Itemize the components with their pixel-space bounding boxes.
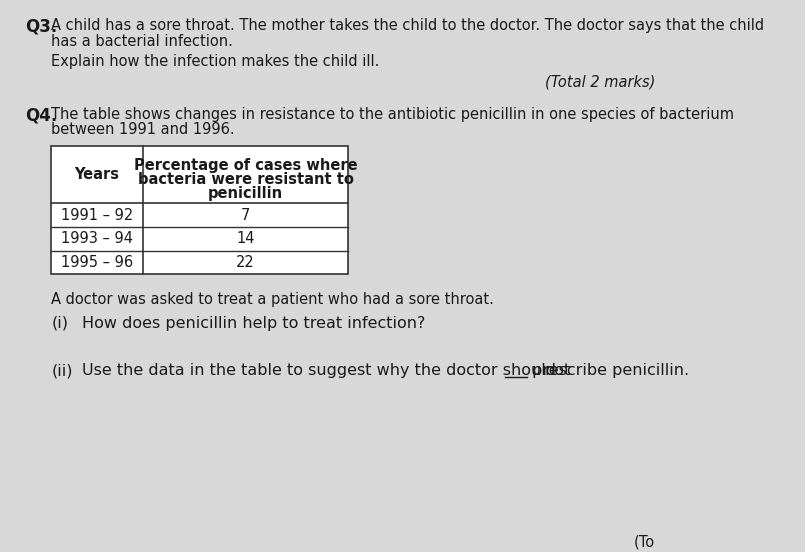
- Text: (Total 2 marks): (Total 2 marks): [545, 75, 655, 90]
- Text: bacteria were resistant to: bacteria were resistant to: [138, 172, 353, 187]
- Text: (To: (To: [634, 535, 655, 550]
- Text: A doctor was asked to treat a patient who had a sore throat.: A doctor was asked to treat a patient wh…: [52, 292, 494, 307]
- Text: Percentage of cases where: Percentage of cases where: [134, 158, 357, 173]
- Text: prescribe penicillin.: prescribe penicillin.: [527, 363, 689, 378]
- Text: Q4.: Q4.: [25, 107, 57, 125]
- Text: A child has a sore throat. The mother takes the child to the doctor. The doctor : A child has a sore throat. The mother ta…: [52, 18, 765, 33]
- Text: 1993 – 94: 1993 – 94: [61, 231, 133, 246]
- Text: not: not: [544, 363, 571, 378]
- Text: between 1991 and 1996.: between 1991 and 1996.: [52, 123, 235, 137]
- Text: Use the data in the table to suggest why the doctor should: Use the data in the table to suggest why…: [82, 363, 561, 378]
- Text: penicillin: penicillin: [208, 185, 283, 200]
- Text: (ii): (ii): [52, 363, 73, 378]
- Text: 1995 – 96: 1995 – 96: [61, 255, 133, 270]
- Text: 14: 14: [236, 231, 254, 246]
- Text: Years: Years: [75, 167, 120, 182]
- Text: 1991 – 92: 1991 – 92: [61, 208, 133, 222]
- Text: Explain how the infection makes the child ill.: Explain how the infection makes the chil…: [52, 54, 380, 69]
- Text: 22: 22: [236, 255, 255, 270]
- Text: has a bacterial infection.: has a bacterial infection.: [52, 34, 233, 49]
- Text: How does penicillin help to treat infection?: How does penicillin help to treat infect…: [82, 316, 426, 331]
- Text: (i): (i): [52, 316, 68, 331]
- Text: The table shows changes in resistance to the antibiotic penicillin in one specie: The table shows changes in resistance to…: [52, 107, 734, 121]
- Bar: [52, 146, 349, 274]
- Text: 7: 7: [241, 208, 250, 222]
- Text: Q3.: Q3.: [25, 18, 57, 36]
